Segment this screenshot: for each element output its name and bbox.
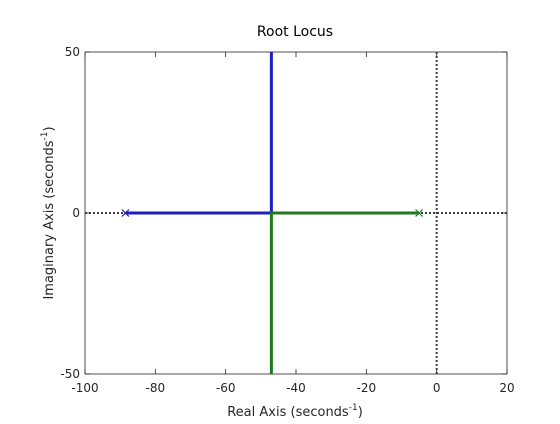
y-tick-label: 50 [65,45,80,59]
x-tick-label: -60 [216,381,236,395]
x-tick-label: -20 [357,381,377,395]
x-tick-label: -100 [71,381,98,395]
pole-marker-1 [121,209,130,217]
x-tick-label: 20 [499,381,514,395]
chart-title: Root Locus [257,24,333,40]
locus-branch-2 [269,211,420,374]
y-axis-label: Imaginary Axis (seconds-1) [40,126,57,299]
x-axis-label: Real Axis (seconds-1) [227,403,363,420]
plot-area: -100 -80 -60 -40 -20 0 20 -50 0 50 [60,45,514,395]
x-tick-label: -80 [146,381,166,395]
y-tick-label: -50 [60,367,80,381]
y-tick-label: 0 [72,206,80,220]
x-tick-label: 0 [433,381,441,395]
x-tick-label: -40 [286,381,306,395]
pole-marker-2 [415,209,424,217]
